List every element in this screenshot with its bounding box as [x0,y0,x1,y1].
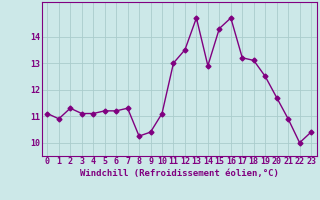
X-axis label: Windchill (Refroidissement éolien,°C): Windchill (Refroidissement éolien,°C) [80,169,279,178]
